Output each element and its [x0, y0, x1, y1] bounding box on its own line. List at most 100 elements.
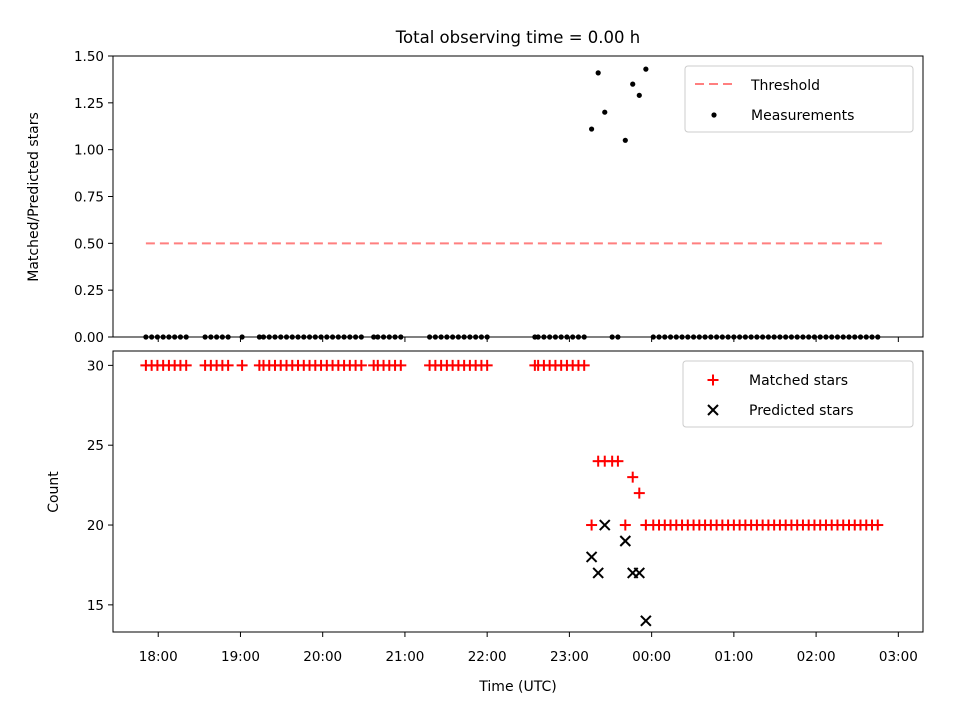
matched-star-point — [586, 519, 598, 531]
measurement-point — [375, 334, 381, 340]
bottom-x-tick-label: 03:00 — [879, 649, 918, 665]
measurement-point — [817, 334, 823, 340]
measurement-point — [318, 334, 324, 340]
bottom-x-tick-label: 00:00 — [632, 649, 671, 665]
measurement-point — [630, 81, 636, 87]
measurement-point — [239, 334, 245, 340]
legend-measurement-label: Measurements — [751, 108, 854, 124]
matched-star-point — [180, 359, 192, 371]
measurement-point — [283, 334, 290, 340]
measurement-point — [461, 334, 467, 340]
measurement-point — [719, 334, 725, 340]
measurement-point — [731, 334, 737, 340]
measurement-point — [777, 334, 783, 340]
legend-x-marker — [707, 404, 719, 416]
measurement-point — [225, 334, 231, 340]
measurement-point — [794, 334, 800, 340]
measurement-point — [696, 334, 702, 340]
measurement-point — [737, 334, 743, 340]
bottom-x-tick-label: 21:00 — [385, 649, 424, 665]
measurement-point — [595, 70, 601, 76]
legend-matched-label: Matched stars — [749, 373, 848, 389]
measurement-point — [643, 66, 649, 72]
bottom-x-tick-label: 20:00 — [303, 649, 342, 665]
measurement-point — [754, 334, 760, 340]
measurement-point — [335, 334, 341, 340]
measurement-point — [352, 334, 359, 340]
measurement-point — [371, 334, 377, 340]
bottom-x-tick-label: 18:00 — [139, 649, 178, 665]
measurement-point — [713, 334, 720, 340]
legend-threshold-label: Threshold — [750, 78, 820, 94]
measurement-point — [760, 334, 766, 340]
measurement-point — [380, 334, 387, 340]
measurement-point — [438, 334, 444, 340]
measurement-point — [177, 334, 184, 340]
measurement-point — [143, 334, 149, 340]
matched-star-point — [395, 359, 407, 371]
bottom-y-tick-label: 15 — [87, 598, 104, 614]
measurement-point — [160, 334, 166, 340]
measurement-point — [783, 334, 789, 340]
predicted-star-point — [585, 551, 598, 563]
measurement-point — [673, 334, 679, 340]
bottom-y-axis: 15 20 25 30 — [87, 358, 113, 614]
legend-predicted-icon — [707, 404, 719, 416]
measurement-point — [289, 334, 295, 340]
measurement-point — [570, 334, 576, 340]
measurement-point — [278, 334, 284, 340]
measurement-point — [690, 334, 697, 340]
measurement-point — [467, 334, 473, 340]
measurement-point — [202, 334, 208, 340]
top-y-tick-label: 0.75 — [74, 190, 104, 206]
matched-star-point — [236, 359, 248, 371]
measurement-point — [166, 334, 172, 340]
top-legend-box — [684, 65, 914, 133]
measurement-point — [547, 334, 553, 340]
top-y-tick-label: 1.50 — [74, 49, 104, 65]
x-axis-label: Time (UTC) — [478, 679, 556, 695]
measurement-point — [214, 334, 220, 340]
measurement-point — [869, 334, 875, 340]
measurement-point — [450, 334, 456, 340]
measurement-point — [398, 334, 404, 340]
measurement-point — [432, 334, 438, 340]
measurement-point — [484, 334, 490, 340]
measurement-point — [535, 334, 541, 340]
measurement-point — [575, 334, 582, 340]
matched-star-point — [612, 455, 624, 467]
count-points — [140, 359, 884, 627]
measurement-point — [444, 334, 450, 340]
measurement-point — [615, 334, 621, 340]
predicted-star-point — [619, 535, 632, 547]
measurement-point — [840, 334, 846, 340]
matched-star-point — [355, 359, 367, 371]
measurement-point — [208, 334, 214, 340]
measurement-point — [552, 334, 559, 340]
legend-measurement-icon — [711, 112, 717, 118]
measurement-point — [811, 334, 818, 340]
matched-star-point — [222, 359, 234, 371]
matched-star-point — [627, 471, 639, 483]
measurement-point — [602, 109, 608, 115]
measurement-point — [823, 334, 829, 340]
measurement-point — [183, 334, 189, 340]
measurement-point — [295, 334, 301, 340]
measurement-point — [800, 334, 806, 340]
measurement-point — [541, 334, 547, 340]
measurement-point — [667, 334, 674, 340]
measurement-point — [172, 334, 178, 340]
bottom-x-axis: 18:00 19:00 20:00 21:00 22:00 23:00 00:00 01:00… — [139, 632, 918, 665]
measurement-point — [312, 334, 318, 340]
measurement-point — [256, 334, 262, 340]
measurement-point — [725, 334, 731, 340]
measurement-point — [392, 334, 398, 340]
measurement-point — [863, 334, 869, 340]
top-y-tick-label: 0.00 — [74, 330, 104, 346]
measurement-point — [341, 334, 347, 340]
top-panel: Total observing time = 0.00 h 0.000.250.… — [26, 28, 924, 346]
top-y-tick-label: 1.00 — [74, 143, 104, 159]
matched-star-point — [619, 519, 631, 531]
measurement-point — [149, 334, 155, 340]
